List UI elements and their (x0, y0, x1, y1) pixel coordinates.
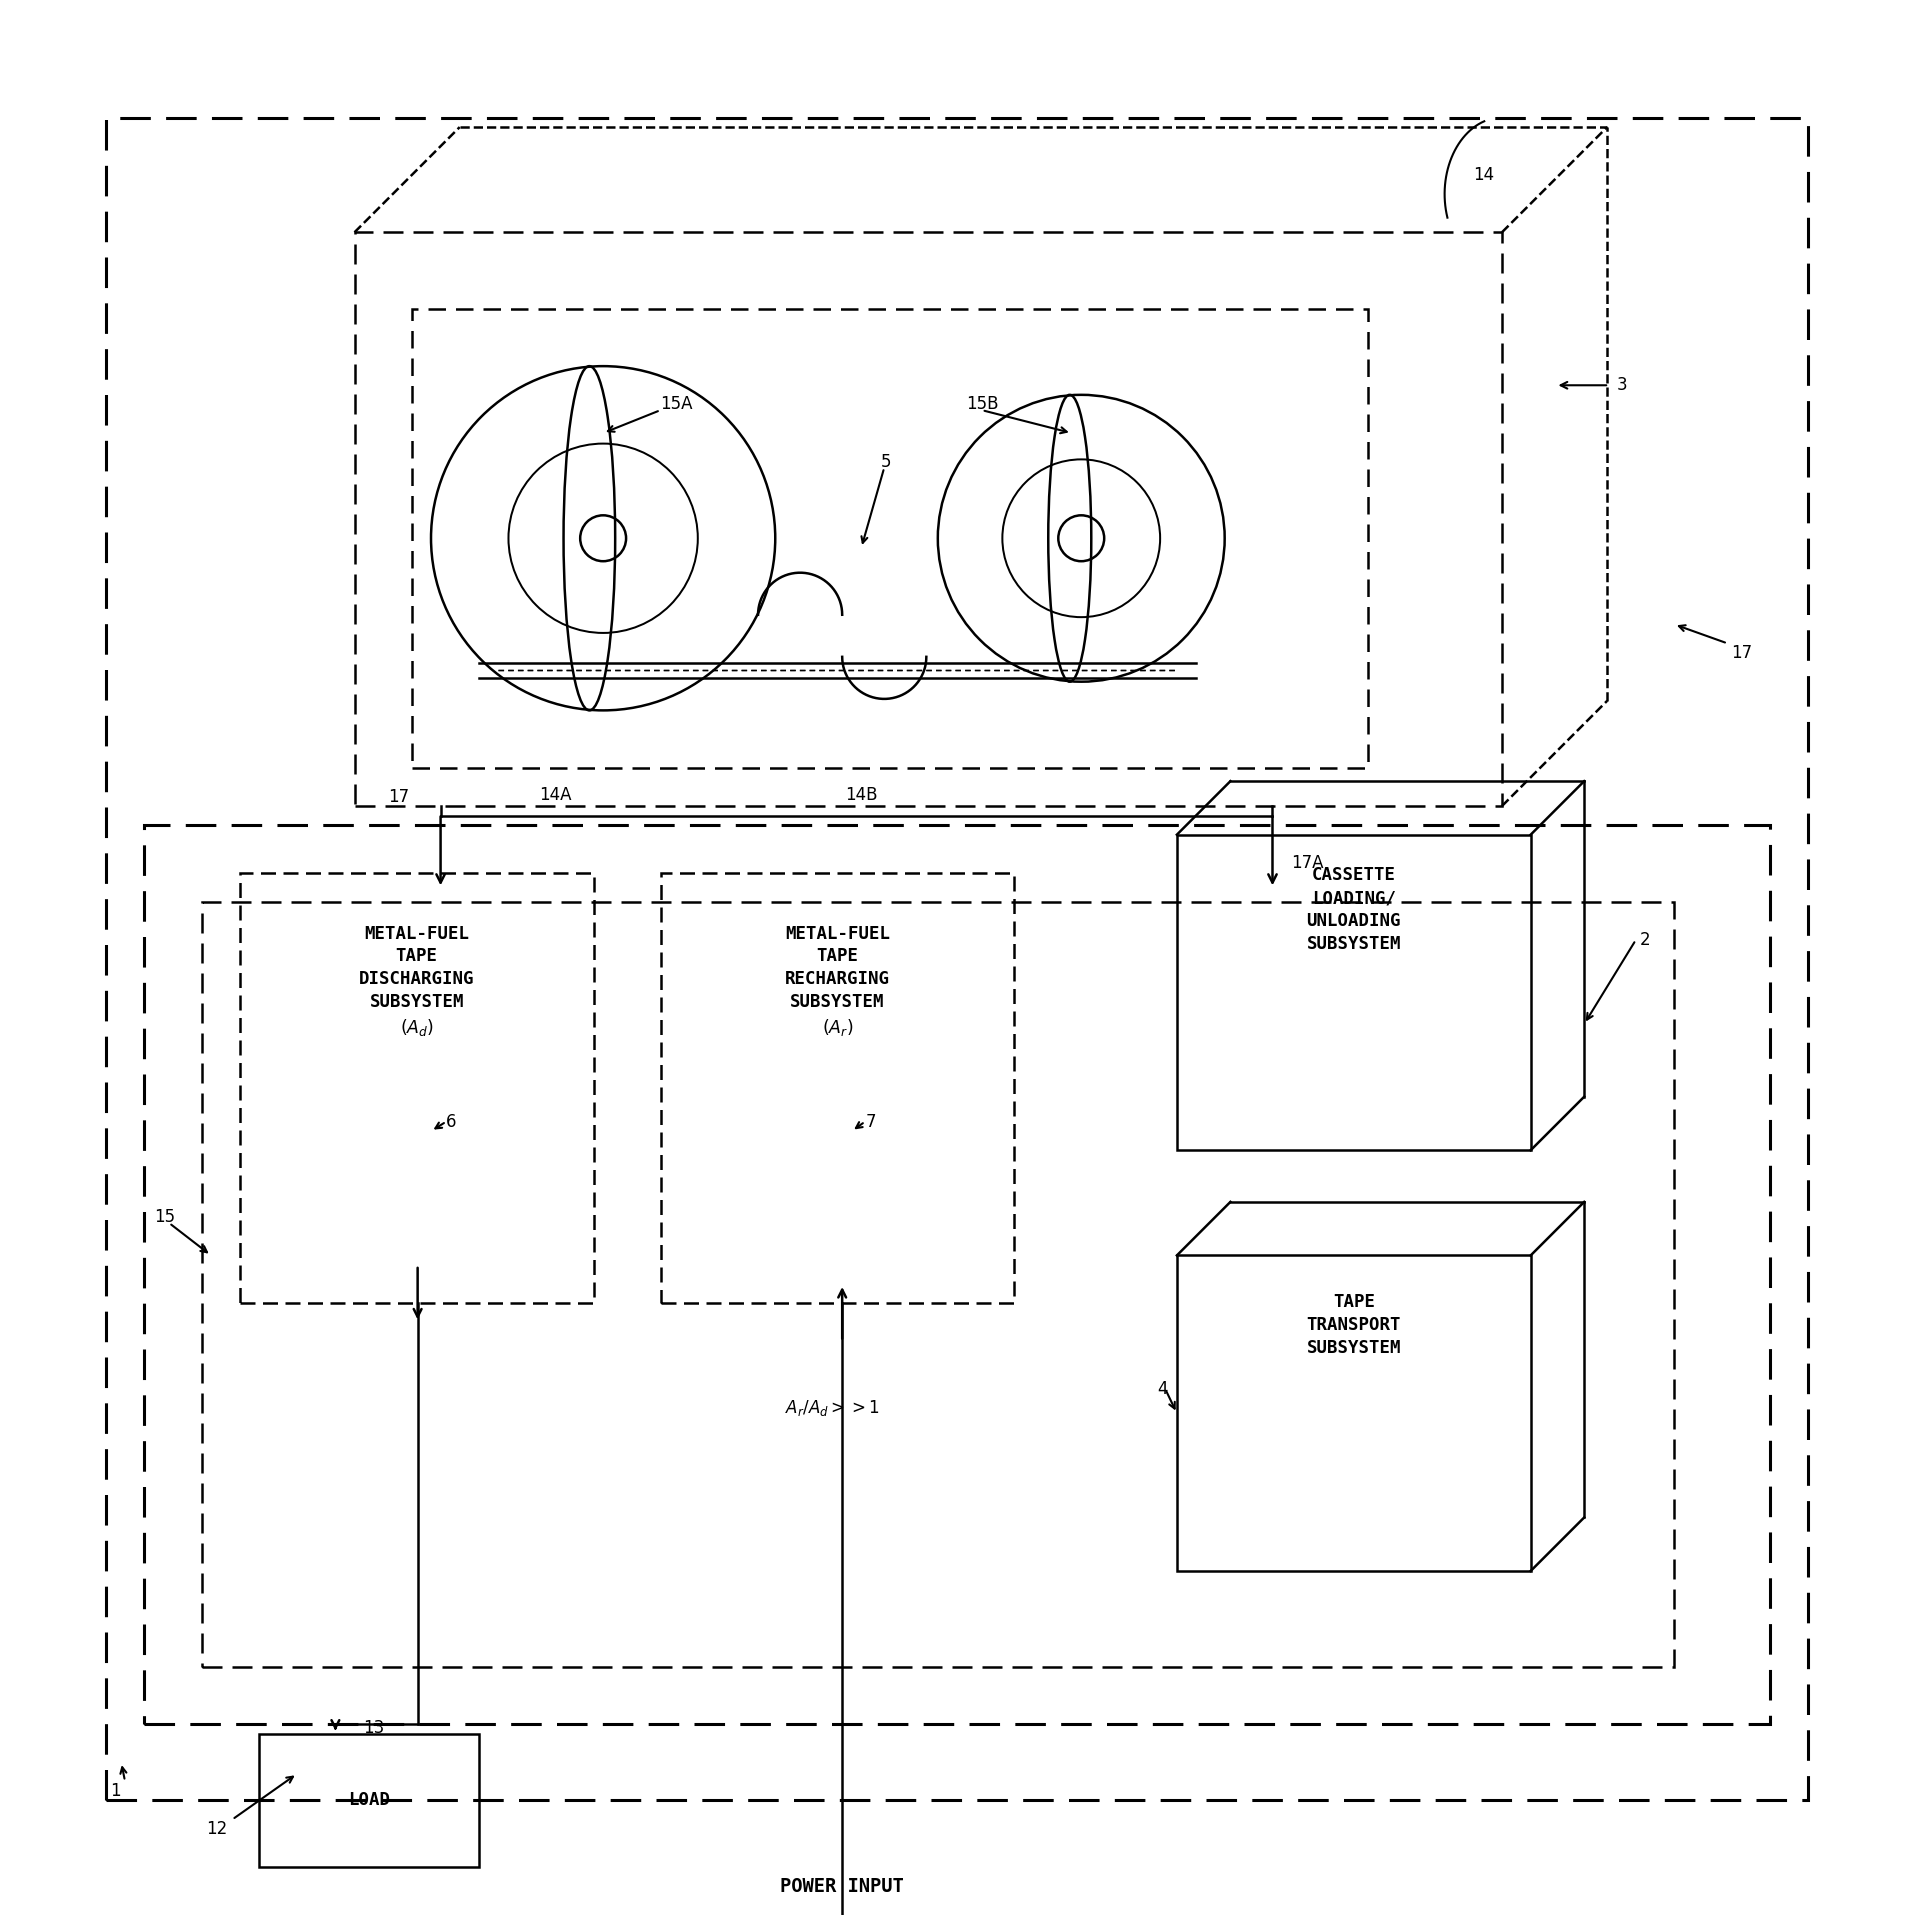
Text: 6: 6 (446, 1112, 456, 1130)
Bar (661, 873, 1014, 1302)
Text: TAPE
TRANSPORT
SUBSYSTEM: TAPE TRANSPORT SUBSYSTEM (1306, 1293, 1401, 1358)
Text: METAL-FUEL
TAPE
DISCHARGING
SUBSYSTEM
$(A_d)$: METAL-FUEL TAPE DISCHARGING SUBSYSTEM $(… (359, 924, 473, 1038)
Text: 15A: 15A (661, 395, 694, 414)
Text: 17: 17 (1731, 644, 1752, 662)
Text: 17: 17 (388, 788, 410, 806)
Bar (1177, 834, 1530, 1151)
Text: 5: 5 (879, 453, 891, 470)
Text: 14B: 14B (844, 786, 877, 804)
Text: 1: 1 (110, 1782, 120, 1799)
Text: POWER INPUT: POWER INPUT (781, 1878, 904, 1897)
Bar (106, 117, 1806, 1801)
Text: $A_r/A_d>>1$: $A_r/A_d>>1$ (784, 1398, 879, 1419)
Text: 13: 13 (363, 1719, 384, 1738)
Text: 4: 4 (1155, 1381, 1167, 1398)
Text: 14: 14 (1472, 165, 1493, 184)
Bar (240, 873, 593, 1302)
Bar (354, 232, 1501, 806)
Bar (145, 825, 1770, 1724)
Text: 3: 3 (1615, 376, 1627, 395)
Bar (201, 901, 1673, 1667)
Text: METAL-FUEL
TAPE
RECHARGING
SUBSYSTEM
$(A_r)$: METAL-FUEL TAPE RECHARGING SUBSYSTEM $(A… (784, 924, 889, 1038)
Bar (412, 309, 1368, 767)
Text: 15: 15 (155, 1208, 174, 1226)
Text: 2: 2 (1638, 930, 1650, 949)
Text: 7: 7 (866, 1112, 875, 1130)
Bar (1177, 1256, 1530, 1571)
Text: 17A: 17A (1291, 854, 1323, 873)
Text: CASSETTE
LOADING/
UNLOADING
SUBSYSTEM: CASSETTE LOADING/ UNLOADING SUBSYSTEM (1306, 867, 1401, 953)
Text: 12: 12 (207, 1820, 228, 1837)
Text: 15B: 15B (966, 395, 999, 414)
Text: 14A: 14A (539, 786, 572, 804)
Text: LOAD: LOAD (348, 1791, 390, 1809)
Bar (259, 1734, 479, 1868)
